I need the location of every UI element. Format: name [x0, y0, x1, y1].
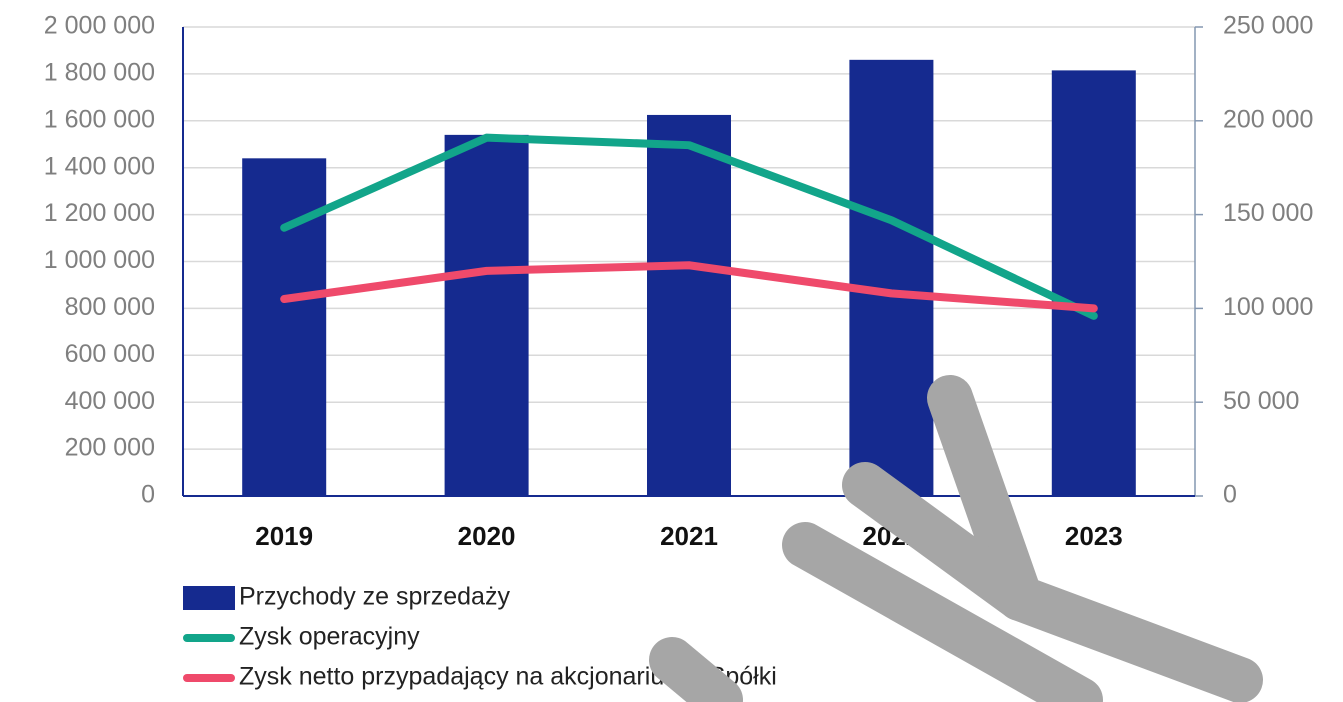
- y-tick-label: 800 000: [65, 293, 155, 321]
- watermark: [649, 375, 1263, 702]
- y-tick-label: 1 400 000: [44, 152, 155, 180]
- y-tick-label: 1 200 000: [44, 199, 155, 227]
- y-tick-label: 1 000 000: [44, 246, 155, 274]
- bar: [1051, 70, 1136, 496]
- legend-swatch: [183, 586, 235, 610]
- y2-tick-label: 200 000: [1223, 105, 1313, 133]
- y2-tick-label: 250 000: [1223, 12, 1313, 40]
- y-tick-label: 600 000: [65, 340, 155, 368]
- watermark-stroke: [782, 522, 1103, 702]
- x-tick-label: 2023: [1065, 521, 1123, 551]
- y-tick-label: 2 000 000: [44, 12, 155, 40]
- y2-tick-label: 0: [1223, 481, 1237, 509]
- y2-tick-label: 50 000: [1223, 387, 1299, 415]
- watermark-stroke: [842, 462, 1043, 621]
- y-tick-label: 400 000: [65, 387, 155, 415]
- y-tick-label: 1 600 000: [44, 105, 155, 133]
- legend-label: Przychody ze sprzedaży: [239, 583, 510, 611]
- x-tick-label: 2021: [660, 521, 718, 551]
- y-tick-label: 200 000: [65, 434, 155, 462]
- y-tick-label: 0: [141, 481, 155, 509]
- y2-tick-label: 100 000: [1223, 293, 1313, 321]
- x-tick-label: 2020: [458, 521, 516, 551]
- watermark-stroke: [649, 637, 743, 702]
- bar: [444, 134, 529, 496]
- y-tick-label: 1 800 000: [44, 59, 155, 87]
- bar: [242, 158, 327, 496]
- bar: [647, 114, 731, 496]
- line: [280, 133, 1098, 320]
- bar: [849, 59, 934, 497]
- line: [280, 261, 1098, 313]
- plot: 0 200 000 400 000 600 000 800 000 1 000 000 1 …: [44, 12, 1314, 691]
- x-tick-label: 2019: [255, 521, 313, 551]
- legend-label: Zysk operacyjny: [239, 623, 420, 651]
- y2-tick-label: 150 000: [1223, 199, 1313, 227]
